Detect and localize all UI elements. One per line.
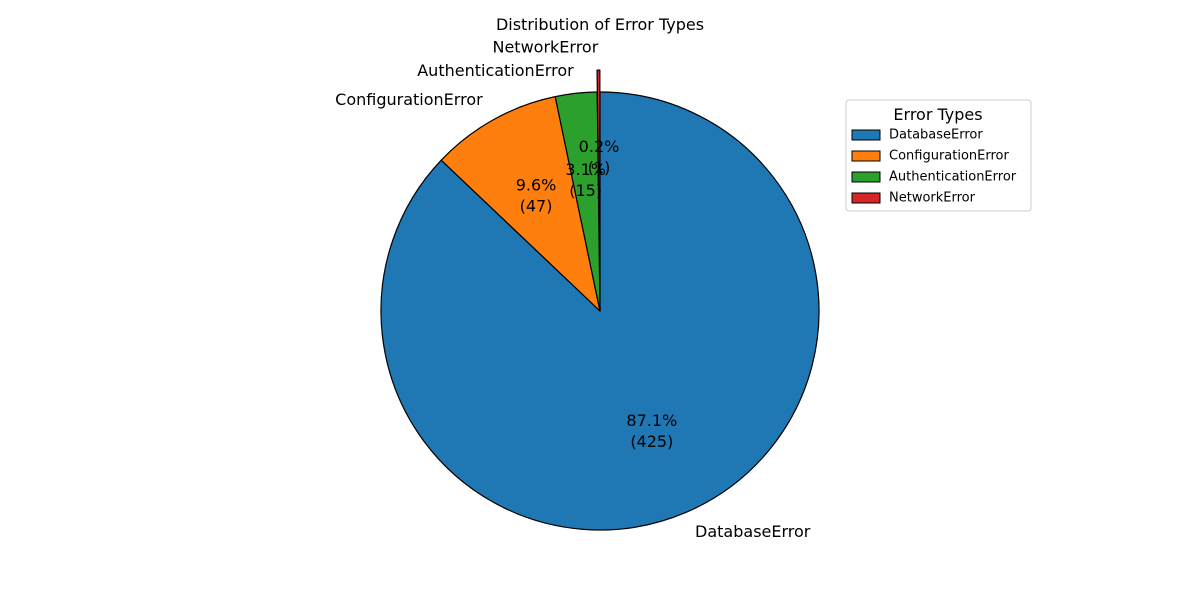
legend: Error Types DatabaseError ConfigurationEr… — [845, 99, 1032, 212]
legend-swatch-configuration-error — [851, 150, 881, 162]
slice-label-database-error: DatabaseError — [695, 522, 811, 541]
percent-label-configuration-error: 9.6% — [516, 176, 557, 195]
legend-label-configuration-error: ConfigurationError — [889, 149, 1010, 164]
legend-label-network-error: NetworkError — [889, 191, 976, 206]
slice-label-configuration-error: ConfigurationError — [335, 90, 483, 109]
slice-label-network-error: NetworkError — [492, 38, 598, 57]
legend-title: Error Types — [893, 105, 982, 124]
count-label-database-error: (425) — [630, 432, 673, 451]
count-label-authentication-error: (15) — [569, 181, 602, 200]
pie-slices — [380, 69, 820, 531]
legend-swatch-database-error — [851, 129, 881, 141]
pie-slice-configuration-error — [440, 96, 601, 312]
legend-items: DatabaseError ConfigurationError Authentic… — [851, 128, 1017, 206]
percent-label-database-error: 87.1% — [626, 411, 677, 430]
legend-label-database-error: DatabaseError — [889, 128, 983, 143]
legend-swatch-authentication-error — [851, 171, 881, 183]
count-label-configuration-error: (47) — [520, 197, 553, 216]
slice-label-authentication-error: AuthenticationError — [417, 61, 574, 80]
chart-title: Distribution of Error Types — [496, 15, 704, 34]
pie-labels: DatabaseError 87.1% (425) ConfigurationErro… — [335, 38, 811, 541]
percent-label-network-error: 0.2% — [579, 137, 620, 156]
pie-slice-network-error — [596, 69, 601, 290]
count-label-network-error: (1) — [588, 158, 611, 177]
legend-swatch-network-error — [851, 192, 881, 204]
legend-label-authentication-error: AuthenticationError — [889, 170, 1017, 185]
percent-label-authentication-error: 3.1% — [565, 160, 606, 179]
legend-frame — [845, 99, 1032, 212]
